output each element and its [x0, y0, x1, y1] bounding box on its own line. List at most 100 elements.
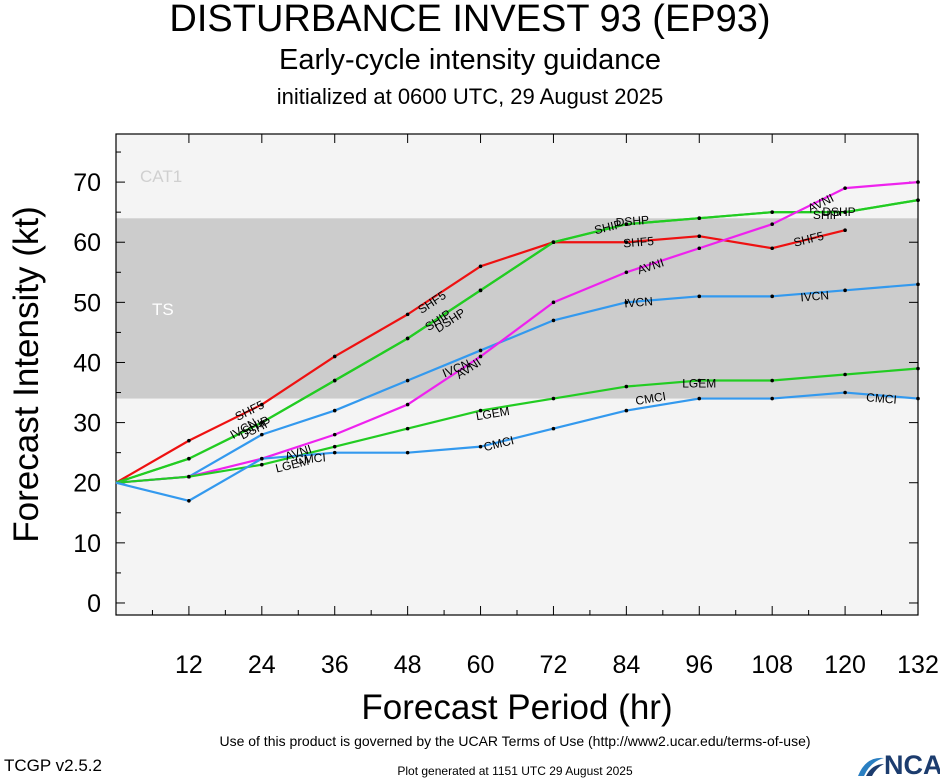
version-label: TCGP v2.5.2	[4, 756, 102, 775]
x-tick-label: 132	[897, 651, 939, 679]
y-tick-label: 10	[73, 530, 101, 558]
data-point-cmci	[624, 408, 629, 413]
x-tick-label: 72	[540, 651, 568, 679]
x-tick-label: 108	[751, 651, 793, 679]
data-point-ivcn	[624, 300, 629, 305]
data-point-avni	[405, 402, 410, 407]
data-point-shf5	[478, 264, 483, 269]
band-label-ts: TS	[152, 300, 174, 319]
band-cat1	[116, 134, 918, 219]
data-point-ivcn	[770, 294, 774, 299]
data-point-ship	[332, 378, 337, 383]
data-point-ship	[843, 210, 847, 214]
data-point-avni	[843, 186, 847, 190]
data-point-lgem	[770, 378, 774, 383]
series-line-ivcn	[115, 283, 919, 484]
data-point-shf5	[405, 312, 410, 317]
data-point-lgem	[551, 396, 556, 401]
y-axis-label: Forecast Intensity (kt)	[7, 206, 46, 542]
series-line-cmci	[115, 391, 919, 502]
data-point-cmci	[697, 396, 702, 401]
data-point-avni	[770, 222, 774, 226]
x-tick-label: 36	[321, 651, 349, 679]
data-point-ship	[405, 336, 410, 341]
data-point-cmci	[478, 444, 483, 449]
series-label-cmci: CMCI	[866, 390, 898, 406]
chart-title: DISTURBANCE INVEST 93 (EP93)	[169, 0, 771, 40]
x-tick-label: 48	[394, 651, 422, 679]
series-label-ivcn: IVCN	[800, 288, 830, 304]
data-point-avni	[697, 246, 702, 251]
data-point-shf5	[624, 240, 629, 245]
data-point-cmci	[332, 450, 337, 455]
data-point-lgem	[624, 384, 629, 389]
terms-of-use-text: Use of this product is governed by the U…	[219, 733, 811, 749]
data-point-ivcn	[478, 348, 483, 353]
data-point-cmci	[551, 426, 556, 431]
data-point-shf5	[697, 234, 702, 239]
x-tick-label: 24	[248, 651, 276, 679]
data-point-cmci	[187, 498, 191, 503]
series-label-cmci: CMCI	[295, 450, 327, 466]
data-point-cmci	[770, 396, 774, 401]
data-point-lgem	[332, 444, 337, 449]
data-point-ship	[624, 222, 629, 226]
data-point-avni	[624, 270, 629, 275]
data-point-shf5	[187, 438, 191, 443]
series-label-dshp: DSHP	[822, 205, 855, 219]
data-point-ivcn	[843, 288, 847, 293]
data-point-ivcn	[551, 318, 556, 323]
intensity-chart: TS CAT1 12 24 36 48 60 72 84 96 108 120 132 0 10 20 30 40…	[7, 133, 939, 727]
series-line-ship	[115, 199, 919, 484]
data-point-shf5	[770, 246, 774, 251]
x-tick-label: 120	[824, 651, 866, 679]
series-label-dshp: DSHP	[615, 213, 649, 230]
data-point-avni	[478, 354, 483, 359]
data-point-ship	[187, 456, 191, 461]
init-time-line: initialized at 0600 UTC, 29 August 2025	[276, 84, 664, 109]
series-label-shf5: SHF5	[623, 234, 655, 250]
plot-generated-text: Plot generated at 1151 UTC 29 August 202…	[397, 764, 633, 778]
data-point-ivcn	[260, 432, 264, 437]
data-point-ship	[916, 198, 920, 202]
data-point-ship	[478, 288, 483, 293]
data-point-lgem	[697, 378, 702, 383]
data-point-shf5	[332, 354, 337, 359]
y-tick-label: 40	[73, 349, 101, 377]
data-point-ivcn	[697, 294, 702, 299]
series-label-ivcn: IVCN	[624, 294, 654, 310]
y-tick-label: 50	[73, 289, 101, 317]
series-label-lgem: LGEM	[682, 377, 716, 391]
data-point-lgem	[843, 372, 847, 377]
x-tick-label: 96	[685, 651, 713, 679]
data-point-avni	[916, 180, 920, 184]
x-tick-label: 60	[467, 651, 495, 679]
chart-subtitle: Early-cycle intensity guidance	[278, 44, 661, 76]
data-point-lgem	[260, 462, 264, 467]
data-point-ship	[260, 420, 264, 425]
data-point-ship	[770, 210, 774, 214]
y-tick-label: 60	[73, 229, 101, 257]
series-line-avni	[115, 181, 919, 484]
data-point-ship	[551, 240, 556, 245]
data-point-ivcn	[332, 408, 337, 413]
series-label-lgem: LGEM	[475, 404, 511, 423]
ncar-logo-text: NCAR	[884, 750, 940, 780]
data-point-lgem	[916, 366, 920, 371]
data-point-shf5	[260, 402, 264, 407]
data-point-ivcn	[405, 378, 410, 383]
data-point-cmci	[260, 456, 264, 461]
data-point-lgem	[478, 408, 483, 413]
x-tick-label: 12	[175, 651, 203, 679]
y-tick-label: 0	[87, 590, 101, 618]
data-point-lgem	[405, 426, 410, 431]
ncar-logo: NCAR	[856, 748, 940, 780]
series-label-ship: SHIP	[593, 217, 624, 237]
band-label-cat1: CAT1	[140, 167, 182, 186]
y-tick-label: 30	[73, 410, 101, 438]
data-point-avni	[551, 300, 556, 305]
x-tick-label: 84	[612, 651, 640, 679]
data-point-lgem	[187, 474, 191, 479]
data-point-cmci	[843, 390, 847, 395]
y-tick-label: 20	[73, 470, 101, 498]
